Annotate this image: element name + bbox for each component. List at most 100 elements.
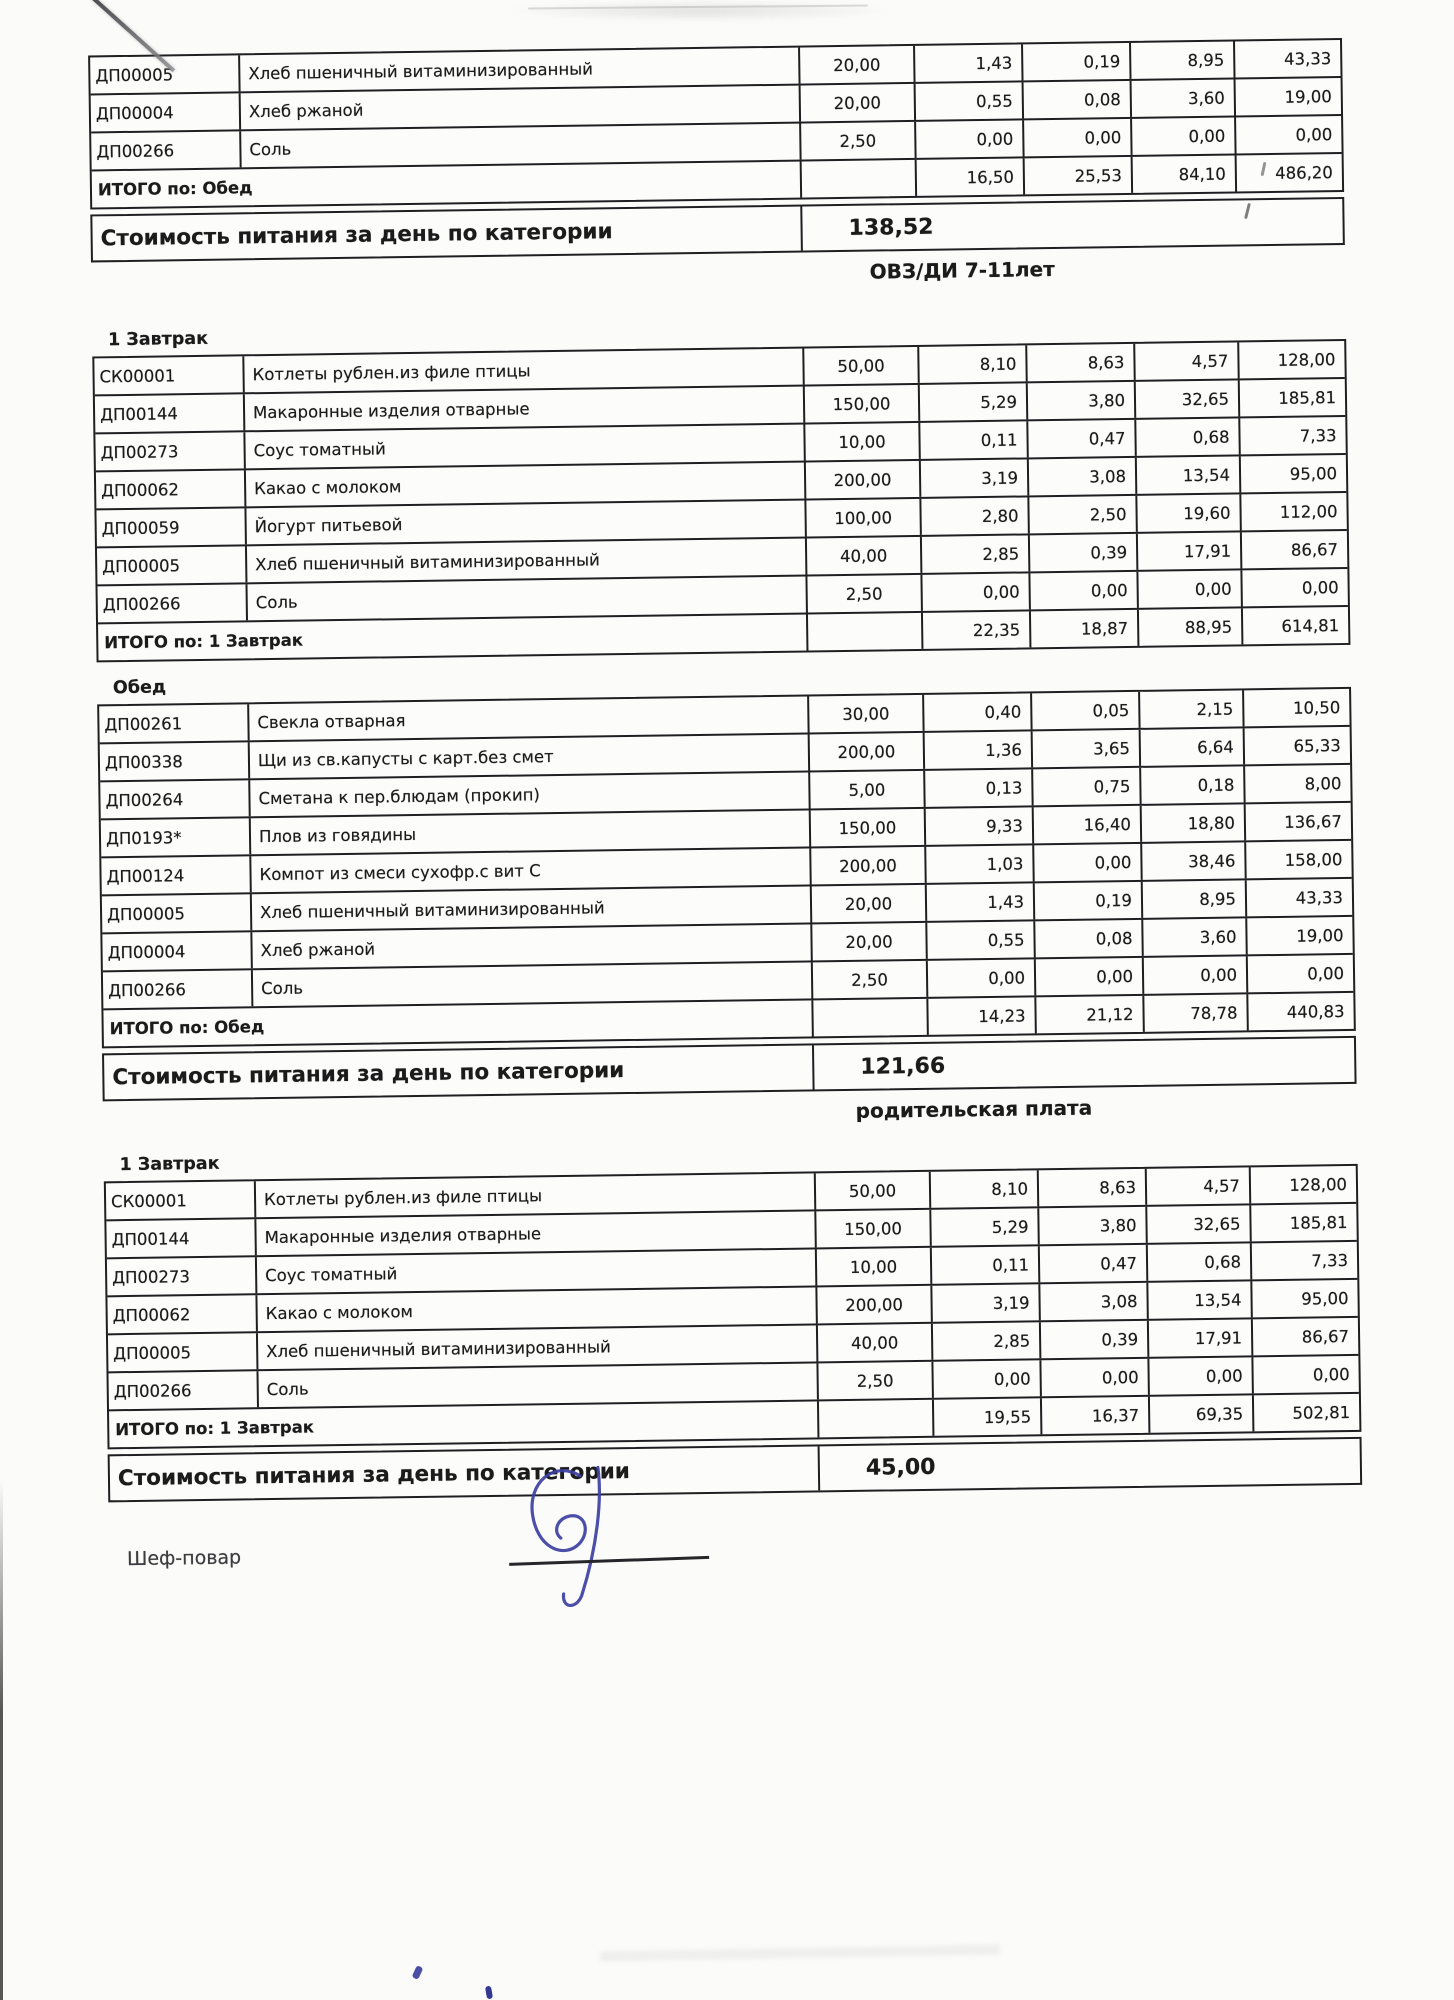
value-cell: 0,00 [927,959,1037,997]
dish-name-cell: Хлеб пшеничный витаминизированный [246,538,808,583]
dish-name-cell: Хлеб пшеничный витаминизированный [251,886,813,931]
dish-name-cell: Плов из говядины [250,810,812,855]
dish-name-cell: Макаронные изделия отварные [244,386,806,431]
code-cell: ДП00338 [99,742,251,781]
day-cost-label: Стоимость питания за день по категории [109,1446,821,1501]
qty-cell-empty [807,612,924,651]
code-cell: СК00001 [94,356,245,395]
value-cell: 86,67 [1290,539,1339,560]
qty-cell: 20,00 [812,922,928,961]
code-cell: ДП00124 [101,856,252,895]
value-cell: 0,00 [1143,956,1249,994]
signoff-block: Шеф-повар [21,1465,1454,1693]
value-cell: 1,03 [926,845,1035,883]
code-cell: ДП00266 [102,970,254,1009]
qty-cell: 200,00 [805,460,922,499]
value-cell: 3,08 [1028,457,1138,496]
category-label: родительская плата [855,1095,1093,1123]
value-cell: 0,55 [927,921,1036,959]
qty-cell: 200,00 [811,846,927,885]
value-cell: 185,81 [1278,387,1337,408]
total-value-cell: 486,20 [1274,162,1333,183]
value-cell: 9,33 [925,807,1035,845]
qty-cell: 150,00 [810,808,927,847]
value-cell: 2,15 [1140,690,1245,728]
value-cell: 0,00 [922,573,1031,611]
value-cell: 3,60 [1131,79,1237,117]
value-cell: 0,00 [1307,963,1345,984]
qty-cell-empty [818,1399,935,1438]
dish-name-cell: Соль [241,123,802,168]
qty-cell: 10,00 [805,422,921,461]
value-cell: 95,00 [1301,1288,1349,1309]
scan-streak [599,1944,1001,1962]
qty-cell: 2,50 [807,574,923,613]
value-cell: 7,33 [1311,1250,1349,1271]
dish-name-cell: Соль [258,1363,819,1408]
code-cell: ДП00273 [95,432,246,471]
qty-cell: 30,00 [809,694,925,733]
value-cell: 43,33 [1283,48,1332,69]
code-cell: ДП00273 [106,1257,258,1296]
value-cell: 2,85 [921,535,1031,573]
dish-name-cell: Хлеб пшеничный витаминизированный [240,47,801,92]
value-cell: 32,65 [1147,1205,1252,1243]
total-value-cell: 19,55 [933,1398,1043,1436]
value-cell: 8,95 [1131,41,1236,79]
value-cell: 0,11 [920,421,1029,459]
value-cell: 19,00 [1296,925,1344,946]
value-cell: 5,29 [931,1208,1040,1246]
total-value-cell: 502,81 [1292,1402,1351,1423]
dish-name-cell: Сметана к пер.блюдам (прокип) [250,772,811,817]
total-value-cell: 84,10 [1132,155,1238,193]
value-cell: 0,55 [915,82,1025,120]
value-cell: 1,43 [915,44,1024,82]
code-cell: ДП00261 [99,704,250,743]
code-cell: ДП00062 [95,470,247,509]
total-value-cell: 440,83 [1286,1001,1345,1022]
value-cell: 17,91 [1137,532,1243,570]
value-cell: 0,00 [933,1360,1042,1398]
value-cell: 43,33 [1295,887,1344,908]
value-cell: 0,00 [1034,843,1143,882]
dish-name-cell: Котлеты рублен.из филе птицы [255,1173,817,1218]
dish-name-cell: Свекла отварная [249,696,810,741]
code-cell: ДП00005 [96,546,248,585]
value-cell: 0,00 [1295,124,1333,145]
value-cell: 0,47 [1039,1244,1149,1283]
chef-label: Шеф-повар [126,1546,242,1571]
value-cell: 0,19 [1034,881,1144,920]
value-cell: 0,08 [1023,80,1133,119]
qty-cell: 2,50 [801,121,917,160]
value-cell: 2,50 [1029,495,1138,534]
value-cell: 2,85 [932,1322,1042,1360]
value-cell: 0,00 [1132,117,1237,155]
qty-cell-empty [801,159,918,198]
total-value-cell: 16,50 [916,158,1026,196]
value-cell: 3,19 [932,1284,1041,1322]
value-cell: 8,00 [1304,773,1342,794]
value-cell: 4,57 [1146,1167,1252,1205]
category-label: ОВЗ/ДИ 7-11лет [869,257,1055,284]
value-cell: 13,54 [1136,456,1242,494]
value-cell: 0,00 [1312,1364,1350,1385]
menu-table: ДП00261 Свекла отварная 30,00 0,40 0,05 2,15 1… [97,686,1356,1049]
value-cell: 6,64 [1140,728,1246,766]
dish-name-cell: Соль [247,576,808,621]
code-cell: ДП00144 [106,1219,257,1258]
dish-name-cell: Соус томатный [256,1249,818,1294]
dish-name-cell: Какао с молоком [257,1287,818,1332]
scanner-edge-shadow [0,1480,3,2000]
code-cell: ДП0193* [100,818,252,857]
value-cell: 0,00 [1138,570,1243,608]
day-cost-value: 138,52 [848,214,934,241]
value-cell: 86,67 [1301,1326,1350,1347]
value-cell: 95,00 [1289,463,1338,484]
signature-ink [502,1445,654,1617]
total-value-cell: 14,23 [928,997,1037,1035]
value-cell: 8,63 [1027,343,1136,382]
value-cell: 16,40 [1033,805,1143,844]
qty-cell: 150,00 [816,1209,932,1248]
value-cell: 3,65 [1032,729,1142,768]
